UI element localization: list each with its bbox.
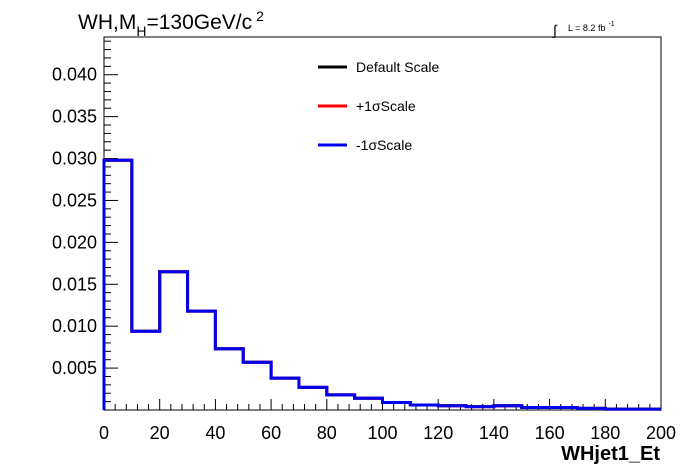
x-tick-label: 60 [261,423,281,443]
title-superscript: 2 [256,8,264,24]
y-tick-label: 0.005 [52,358,97,378]
legend-label-default: Default Scale [356,59,439,75]
plot-frame [103,36,662,411]
legend-label-plus: +1σScale [356,98,416,114]
legend: Default Scale +1σScale -1σScale [318,59,439,153]
title-rest: =130GeV/c [146,11,252,34]
y-tick-label: 0.030 [52,149,97,169]
x-tick-label: 80 [317,423,337,443]
x-tick-label: 180 [590,423,620,443]
lumi-integral: ∫ [552,22,558,38]
x-tick-label: 100 [367,423,397,443]
x-tick-label: 20 [150,423,170,443]
y-axis-tick-labels: 0.005 0.010 0.015 0.020 0.025 0.030 0.035 0.040 [52,65,97,378]
x-tick-label: 200 [646,423,676,443]
series-layer [102,158,661,411]
y-tick-label: 0.035 [52,107,97,127]
x-tick-label: 120 [423,423,453,443]
series-line-3 [102,158,661,411]
x-tick-label: 40 [205,423,225,443]
lumi-label: L = 8.2 fb -1 [568,21,615,33]
y-tick-label: 0.040 [52,65,97,85]
lumi-superscript: -1 [608,21,614,28]
legend-label-minus: -1σScale [356,137,412,153]
x-tick-label: 0 [99,423,109,443]
y-tick-label: 0.015 [52,274,97,294]
x-tick-label: 140 [479,423,509,443]
x-tick-label: 160 [535,423,565,443]
y-tick-label: 0.010 [52,316,97,336]
y-tick-label: 0.025 [52,190,97,210]
chart-title: WH,MH=130GeV/c 2 [78,8,264,39]
x-axis-label: WHjet1_Et [561,443,660,465]
x-axis-tick-labels: 0 20 40 60 80 100 120 140 160 180 200 [99,423,676,443]
lumi-text: L = 8.2 fb [568,23,605,33]
title-subscript: H [136,23,146,39]
title-main: WH,M [78,11,136,34]
y-tick-label: 0.020 [52,232,97,252]
